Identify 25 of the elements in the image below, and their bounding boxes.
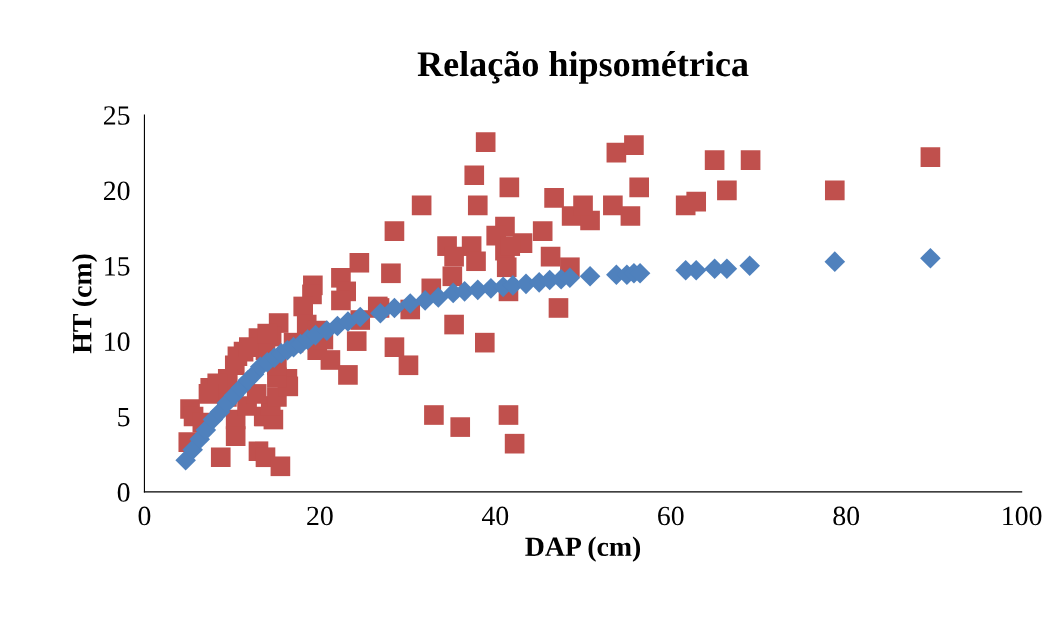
point [428,287,449,308]
y-tick-label: 5 [118,407,130,427]
point [824,251,846,272]
x-tick-label: 60 [658,506,684,526]
point [384,297,405,319]
x-tick-label: 40 [481,506,509,526]
point [579,266,601,287]
point [920,247,941,269]
y-tick-label: 10 [105,332,130,352]
y-tick-label: 25 [103,106,130,125]
point [739,255,761,277]
point [195,419,217,441]
y-axis-title: HT (cm) [72,254,98,354]
x-tick-label: 80 [833,506,860,526]
x-axis-title: DAP (cm) [525,536,641,562]
y-tick-label: 20 [103,181,130,201]
y-tick-label: 0 [117,483,130,502]
x-tick-label: 0 [138,506,151,526]
point [399,293,421,314]
x-tick-label: 100 [1003,506,1042,526]
y-tick-label: 15 [105,257,130,276]
x-tick-label: 20 [307,506,333,526]
point [349,306,371,328]
point [370,302,391,324]
chart-title: Relação hipsométrica [417,50,749,84]
